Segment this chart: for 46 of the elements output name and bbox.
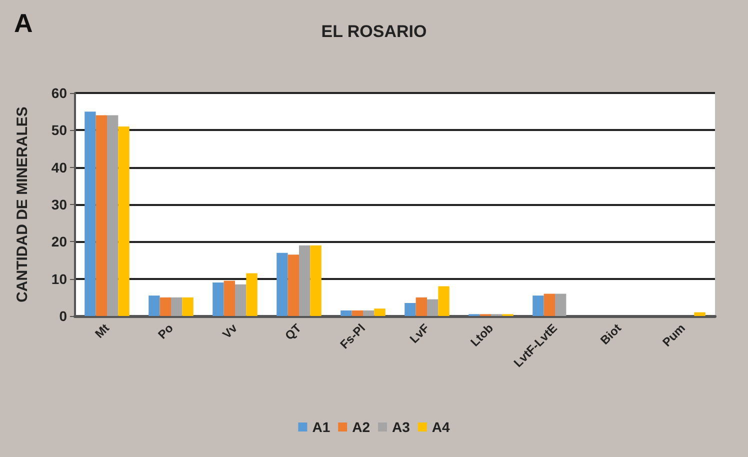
y-tick-label: 20 [51,234,68,250]
bar [438,286,450,316]
bar [352,310,363,316]
bar [235,284,246,316]
y-tick-label: 60 [51,85,68,101]
bar [148,296,160,316]
bar [363,310,374,316]
bar [532,296,544,316]
x-tick-label: Po [155,321,176,342]
y-tick-label: 0 [59,308,68,324]
bar [118,126,130,316]
bar [182,297,194,316]
legend-label: A3 [392,419,410,435]
bar [276,252,288,316]
bar [374,308,386,316]
x-tick-label: QT [282,320,304,343]
bar [224,280,235,316]
legend-label: A2 [352,419,370,435]
bar [288,254,299,316]
bar [416,297,427,316]
text: A [14,8,33,38]
y-tick-label: 30 [51,196,68,212]
bar [544,294,555,316]
y-tick-label: 10 [51,270,68,287]
bar [107,115,118,316]
bar [694,312,706,316]
bar [427,299,438,316]
y-tick-label: 50 [51,122,68,138]
bar [404,302,416,316]
y-axis-title: CANTIDAD DE MINERALES [14,106,31,302]
bar [212,282,224,316]
bar [555,294,566,316]
bar [310,245,322,316]
y-tick-label: 40 [51,159,68,176]
bar [171,297,182,316]
legend-label: A4 [432,419,450,435]
legend-label: A1 [312,419,330,435]
bar [160,297,171,316]
bar [96,115,107,316]
bar [299,245,310,316]
bar [340,310,352,316]
bar [246,273,258,316]
x-tick-label: Vv [220,320,240,342]
chart-title: EL ROSARIO [321,22,427,41]
x-tick-label: Mt [92,321,112,341]
bar [84,112,96,316]
